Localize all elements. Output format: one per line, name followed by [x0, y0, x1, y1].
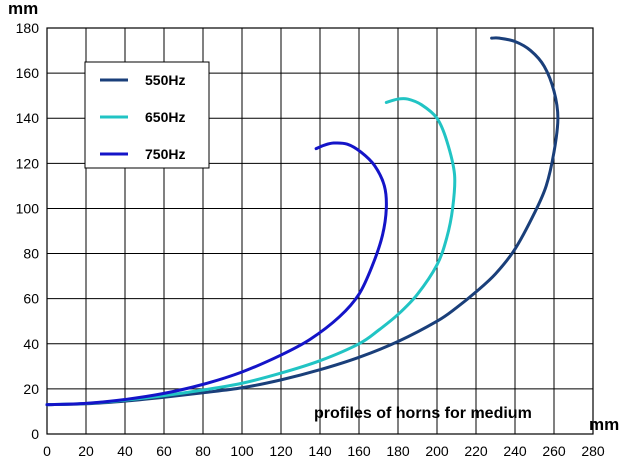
chart-annotation: profiles of horns for medium: [314, 405, 532, 422]
x-tick-label: 40: [117, 443, 133, 459]
y-tick-label: 60: [23, 291, 39, 307]
y-tick-label: 80: [23, 246, 39, 262]
x-tick-label: 160: [347, 443, 371, 459]
y-tick-label: 140: [16, 110, 40, 126]
x-tick-label: 280: [581, 443, 605, 459]
y-tick-label: 180: [16, 20, 40, 36]
x-tick-label: 140: [308, 443, 332, 459]
y-tick-labels: 0 20 40 60 80 100 120 140 160 180: [16, 20, 40, 442]
legend-label: 550Hz: [145, 72, 185, 88]
series-lines: [45, 36, 560, 407]
x-tick-label: 200: [425, 443, 449, 459]
y-tick-label: 40: [23, 336, 39, 352]
series-line-650Hz: [45, 96, 457, 407]
y-tick-label: 100: [16, 200, 40, 216]
legend-label: 650Hz: [145, 109, 185, 125]
legend-label: 750Hz: [145, 146, 185, 162]
x-tick-label: 80: [195, 443, 211, 459]
y-axis-label: mm: [8, 0, 38, 18]
y-tick-label: 160: [16, 65, 40, 81]
x-tick-label: 100: [230, 443, 254, 459]
x-tick-label: 240: [503, 443, 527, 459]
series-line-550Hz: [45, 36, 560, 407]
y-tick-label: 120: [16, 155, 40, 171]
x-tick-label: 20: [78, 443, 94, 459]
x-tick-label: 180: [386, 443, 410, 459]
x-tick-label: 220: [464, 443, 488, 459]
x-tick-label: 120: [269, 443, 293, 459]
series-line-750Hz: [45, 141, 388, 407]
y-tick-label: 20: [23, 381, 39, 397]
legend: 550Hz 650Hz 750Hz: [84, 61, 210, 169]
x-tick-label: 0: [43, 443, 51, 459]
x-axis-label: mm: [589, 415, 619, 434]
x-tick-label: 60: [156, 443, 172, 459]
x-tick-label: 260: [542, 443, 566, 459]
y-tick-label: 0: [31, 426, 39, 442]
x-tick-labels: 0 20 40 60 80 100 120 140 160 180 200 220 240 260 280: [43, 443, 605, 459]
